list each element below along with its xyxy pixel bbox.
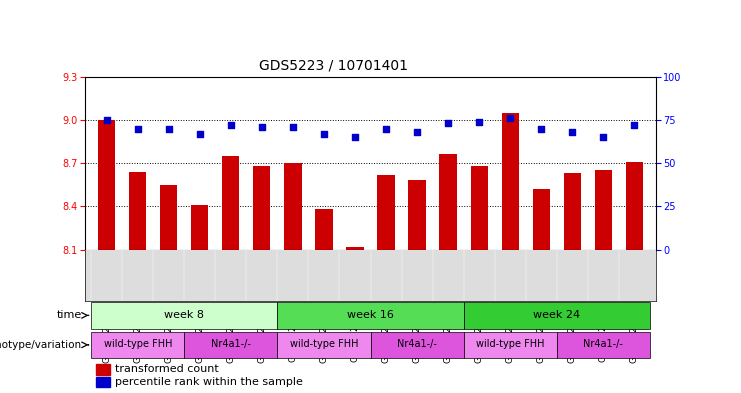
Bar — [564, 173, 581, 250]
Bar — [464, 302, 650, 329]
Text: Nr4a1-/-: Nr4a1-/- — [211, 339, 251, 349]
Text: wild-type FHH: wild-type FHH — [104, 339, 172, 349]
Point — [411, 129, 423, 135]
Bar — [191, 205, 208, 250]
Point — [504, 115, 516, 121]
Point — [132, 125, 144, 132]
Point — [349, 134, 361, 140]
Point — [256, 124, 268, 130]
Bar — [533, 189, 550, 250]
Point — [225, 122, 237, 128]
Bar — [377, 174, 394, 250]
Bar — [347, 247, 364, 250]
Bar — [464, 332, 556, 358]
Text: Nr4a1-/-: Nr4a1-/- — [397, 339, 437, 349]
Point — [194, 130, 206, 137]
Point — [628, 122, 640, 128]
Bar — [185, 332, 277, 358]
Point — [318, 130, 330, 137]
Bar — [439, 154, 456, 250]
Text: percentile rank within the sample: percentile rank within the sample — [115, 377, 303, 387]
Bar — [96, 364, 110, 375]
Point — [566, 129, 578, 135]
Bar — [222, 156, 239, 250]
Bar — [556, 332, 650, 358]
Bar — [408, 180, 425, 250]
Text: week 16: week 16 — [347, 310, 394, 320]
Point — [442, 120, 454, 127]
Bar — [285, 163, 302, 250]
Bar — [160, 185, 177, 250]
Bar — [91, 302, 277, 329]
Bar — [277, 332, 370, 358]
Bar — [370, 332, 464, 358]
Bar — [471, 166, 488, 250]
Text: GDS5223 / 10701401: GDS5223 / 10701401 — [259, 59, 408, 73]
Bar — [96, 377, 110, 387]
Point — [473, 118, 485, 125]
Point — [380, 125, 392, 132]
Text: week 8: week 8 — [165, 310, 205, 320]
Point — [597, 134, 609, 140]
Bar — [316, 209, 333, 250]
Bar — [99, 120, 116, 250]
Bar — [625, 162, 642, 250]
Bar — [253, 166, 270, 250]
Bar — [594, 170, 611, 250]
Text: transformed count: transformed count — [115, 364, 219, 374]
Point — [535, 125, 547, 132]
Point — [101, 117, 113, 123]
Bar — [91, 332, 185, 358]
Text: wild-type FHH: wild-type FHH — [290, 339, 358, 349]
Point — [163, 125, 175, 132]
Text: week 24: week 24 — [533, 310, 580, 320]
Bar — [130, 172, 147, 250]
Text: wild-type FHH: wild-type FHH — [476, 339, 545, 349]
Bar — [502, 113, 519, 250]
Text: genotype/variation: genotype/variation — [0, 340, 82, 350]
Text: Nr4a1-/-: Nr4a1-/- — [583, 339, 623, 349]
Bar — [277, 302, 464, 329]
Point — [287, 124, 299, 130]
Text: time: time — [56, 310, 82, 320]
